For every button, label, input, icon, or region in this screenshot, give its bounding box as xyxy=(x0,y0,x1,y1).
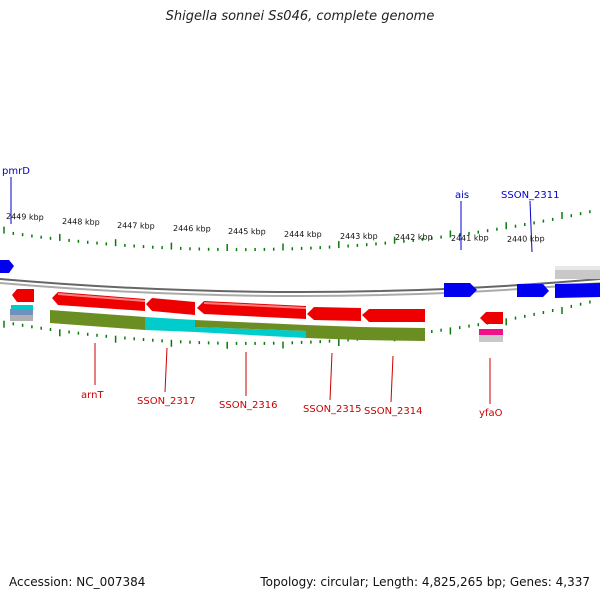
genome-backbone-upper xyxy=(0,278,600,293)
scale-label: 2443 kbp xyxy=(340,232,378,241)
reverse-gene-yfaO[interactable] xyxy=(480,312,503,324)
topology-text: Topology: circular; Length: 4,825,265 bp… xyxy=(260,575,590,589)
scale-label: 2441 kbp xyxy=(451,233,489,243)
gene-highlight xyxy=(204,302,306,309)
gene-label-pmrD[interactable]: pmrD xyxy=(2,166,30,177)
forward-gene-next[interactable] xyxy=(555,283,600,298)
gene-label-SSON_2315[interactable]: SSON_2315 xyxy=(303,404,362,415)
scale-label: 2442 kbp xyxy=(395,233,433,242)
feature-olive-2 xyxy=(195,320,306,331)
scale-label: 2444 kbp xyxy=(284,230,322,239)
reverse-gene-SSON_2314[interactable] xyxy=(362,309,425,322)
feature-pink xyxy=(479,329,503,335)
scale-ticks-bottom xyxy=(3,300,591,349)
gene-label-yfaO[interactable]: yfaO xyxy=(479,408,503,419)
forward-gene-pmrD[interactable] xyxy=(0,260,14,273)
scale-label: 2440 kbp xyxy=(507,234,545,244)
feature-cyan-1 xyxy=(145,317,195,332)
feature-blue-small xyxy=(10,309,33,315)
scale-ticks-top xyxy=(3,210,591,252)
gene-label-SSON_2316[interactable]: SSON_2316 xyxy=(219,400,278,411)
label-leader-SSON_2315 xyxy=(329,352,333,401)
gene-label-arnT[interactable]: arnT xyxy=(81,390,104,401)
scale-label: 2447 kbp xyxy=(117,221,155,231)
accession-text: Accession: NC_007384 xyxy=(9,575,146,589)
feature-grey-right xyxy=(479,335,503,342)
map-title: Shigella sonnei Ss046, complete genome xyxy=(165,9,435,24)
reverse-gene-SSON_2317[interactable] xyxy=(146,298,195,315)
feature-olive-3 xyxy=(306,325,361,340)
feature-cyan-small xyxy=(11,305,33,309)
label-leader-SSON_2314 xyxy=(390,355,394,403)
feature-olive-1 xyxy=(50,310,145,330)
label-leader-SSON_2317 xyxy=(164,347,168,393)
gene-highlight xyxy=(58,293,145,302)
reverse-gene-SSON_2316[interactable] xyxy=(197,301,306,319)
forward-gene-ais[interactable] xyxy=(444,283,477,297)
label-leader-SSON_2311 xyxy=(529,200,533,253)
forward-gene-SSON_2311[interactable] xyxy=(517,284,549,297)
scale-label: 2448 kbp xyxy=(62,217,100,227)
feature-grey-top-shade xyxy=(555,266,600,270)
scale-label: 2449 kbp xyxy=(6,212,44,222)
scale-label: 2446 kbp xyxy=(173,224,211,233)
gene-label-SSON_2317[interactable]: SSON_2317 xyxy=(137,396,196,407)
feature-grey-small xyxy=(10,315,33,321)
scale-label: 2445 kbp xyxy=(228,227,266,236)
feature-cyan-2 xyxy=(195,327,306,338)
gene-label-ais[interactable]: ais xyxy=(455,190,469,201)
genome-backbone-lower xyxy=(0,282,600,297)
reverse-gene-arnT[interactable] xyxy=(52,292,145,311)
gene-label-SSON_2311[interactable]: SSON_2311 xyxy=(501,190,560,201)
reverse-gene-left[interactable] xyxy=(12,289,34,302)
gene-label-SSON_2314[interactable]: SSON_2314 xyxy=(364,406,423,417)
feature-olive-4 xyxy=(361,327,425,341)
reverse-gene-SSON_2315[interactable] xyxy=(307,307,361,321)
